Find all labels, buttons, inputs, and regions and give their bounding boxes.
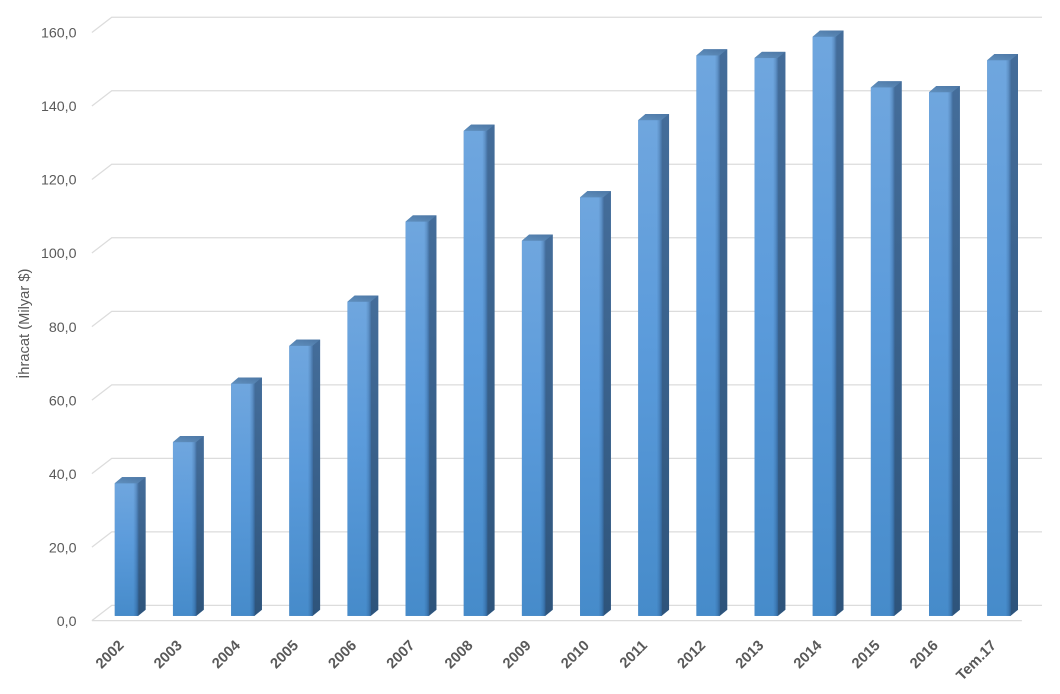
svg-text:0,0: 0,0 [57,614,77,630]
svg-text:140,0: 140,0 [41,99,77,115]
svg-text:80,0: 80,0 [49,320,77,336]
svg-text:160,0: 160,0 [41,26,77,42]
svg-text:20,0: 20,0 [49,540,77,556]
svg-text:İhracat (Milyar $): İhracat (Milyar $) [15,269,33,379]
svg-text:40,0: 40,0 [49,467,77,483]
svg-text:100,0: 100,0 [41,246,77,262]
svg-text:60,0: 60,0 [49,393,77,409]
svg-text:120,0: 120,0 [41,173,77,189]
